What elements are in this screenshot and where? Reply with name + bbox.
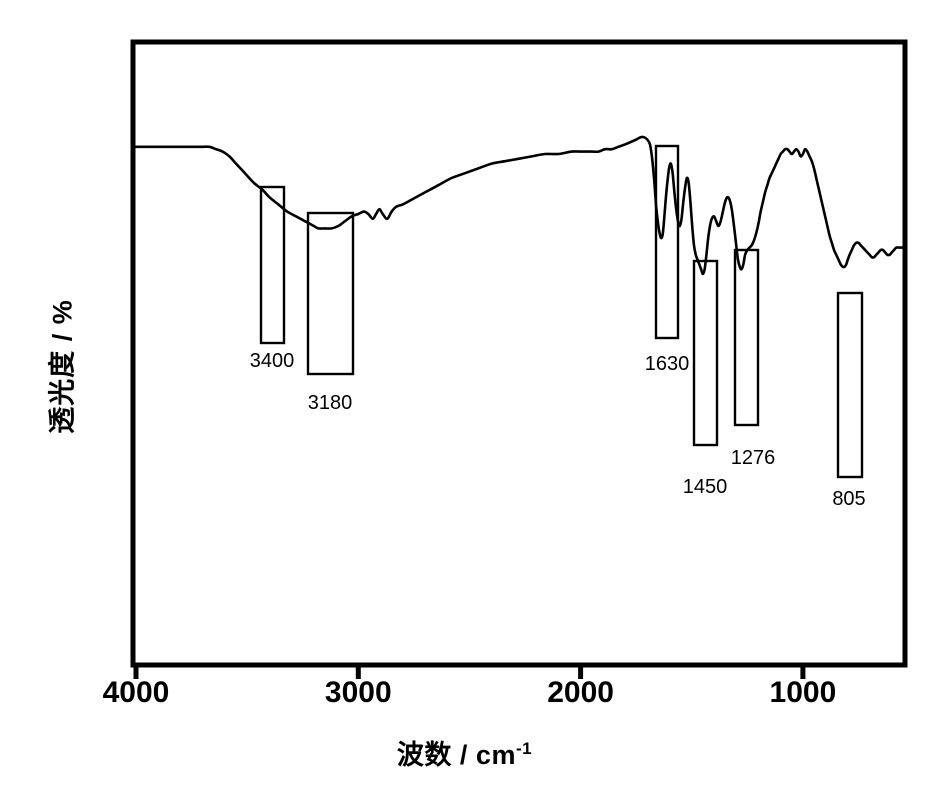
peak-box-1276 [735, 250, 758, 425]
peak-annotation-boxes [261, 146, 862, 477]
x-tick-label-4000: 4000 [103, 676, 170, 710]
peak-label-1630: 1630 [645, 353, 690, 376]
x-tick-label-3000: 3000 [325, 676, 392, 710]
peak-label-805: 805 [832, 488, 865, 511]
peak-label-1450: 1450 [683, 476, 728, 499]
ftir-spectrum-figure: 4000 3000 2000 1000 3400 3180 1630 14501276 805… [0, 0, 929, 798]
peak-box-1450 [694, 261, 717, 445]
peak-box-805 [838, 293, 862, 477]
peak-label-1276: 1276 [731, 447, 776, 470]
x-tick-label-2000: 2000 [547, 676, 614, 710]
peak-label-3180: 3180 [308, 392, 353, 415]
spectrum-curve [136, 137, 905, 274]
x-axis-title-text: 波数 / cm [397, 740, 516, 770]
x-axis-title: 波数 / cm-1 [0, 733, 929, 772]
x-axis-title-exponent: -1 [516, 739, 532, 758]
peak-box-3400 [261, 187, 284, 343]
x-tick-label-1000: 1000 [770, 676, 837, 710]
y-axis-title: 透光度 / % [41, 217, 80, 517]
peak-label-3400: 3400 [250, 350, 295, 373]
peak-box-3180 [308, 213, 353, 374]
